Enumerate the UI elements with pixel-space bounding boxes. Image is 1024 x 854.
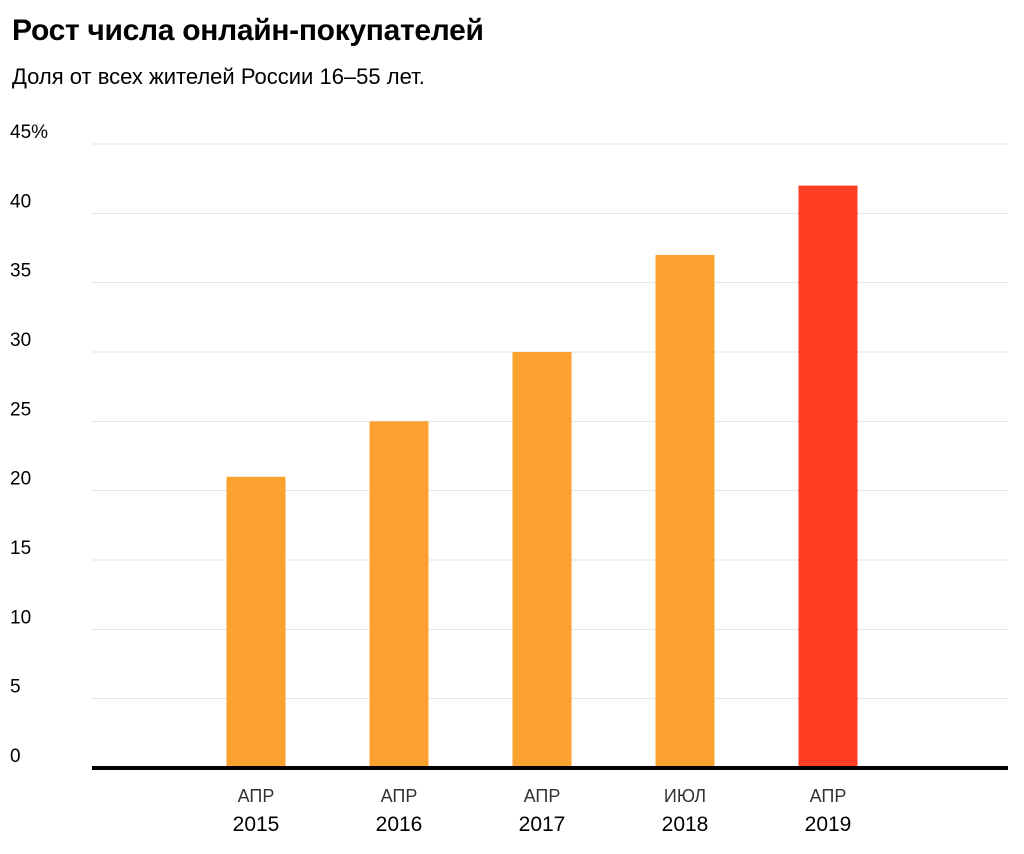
y-tick-label: 35 <box>10 261 31 282</box>
x-tick-month-label: АПР <box>810 786 847 806</box>
x-tick-year-label: 2019 <box>805 813 852 836</box>
y-axis-ticks: 0 5 10 15 20 25 30 35 40 45% <box>10 122 48 767</box>
x-axis-labels: АПР 2015 АПР 2016 АПР 2017 ИЮЛ 2018 АПР 2019 <box>233 786 852 836</box>
y-tick-label: 20 <box>10 469 31 490</box>
bar-2015 <box>226 476 286 768</box>
x-tick-month-label: АПР <box>524 786 561 806</box>
y-tick-label: 30 <box>10 330 31 351</box>
x-tick-year-label: 2018 <box>662 813 709 836</box>
chart-title: Рост числа онлайн-покупателей <box>12 14 484 47</box>
x-tick-year-label: 2017 <box>519 813 566 836</box>
y-tick-label: 10 <box>10 607 31 628</box>
y-tick-label: 40 <box>10 191 31 212</box>
x-tick-month-label: АПР <box>238 786 275 806</box>
bars <box>226 185 858 769</box>
bar-2016 <box>369 421 429 768</box>
y-tick-label: 45% <box>10 122 48 143</box>
bar-2019 <box>798 185 858 769</box>
chart-subtitle: Доля от всех жителей России 16–55 лет. <box>12 64 425 89</box>
y-tick-label: 15 <box>10 538 31 559</box>
y-tick-label: 25 <box>10 399 31 420</box>
y-tick-label: 0 <box>10 746 21 767</box>
x-tick-month-label: ИЮЛ <box>664 786 706 806</box>
x-tick-month-label: АПР <box>381 786 418 806</box>
bar-2018 <box>655 254 715 768</box>
y-tick-label: 5 <box>10 677 21 698</box>
x-tick-year-label: 2016 <box>376 813 423 836</box>
x-tick-year-label: 2015 <box>233 813 280 836</box>
bar-2017 <box>512 352 572 768</box>
